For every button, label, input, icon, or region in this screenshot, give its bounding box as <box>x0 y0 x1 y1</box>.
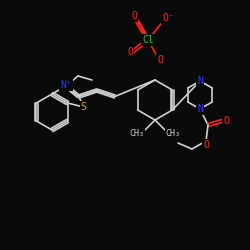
Text: CH₃: CH₃ <box>166 130 180 138</box>
Text: Cl: Cl <box>142 35 154 45</box>
Text: O: O <box>203 140 209 150</box>
Text: O: O <box>131 11 137 21</box>
Text: O: O <box>127 47 133 57</box>
Text: O⁻: O⁻ <box>162 13 174 23</box>
Text: S: S <box>81 102 86 112</box>
Text: N: N <box>197 76 203 86</box>
Text: N: N <box>197 104 203 114</box>
Text: N⁺: N⁺ <box>60 80 72 90</box>
Text: O: O <box>223 116 229 126</box>
Text: CH₃: CH₃ <box>130 130 144 138</box>
Text: O: O <box>157 55 163 65</box>
